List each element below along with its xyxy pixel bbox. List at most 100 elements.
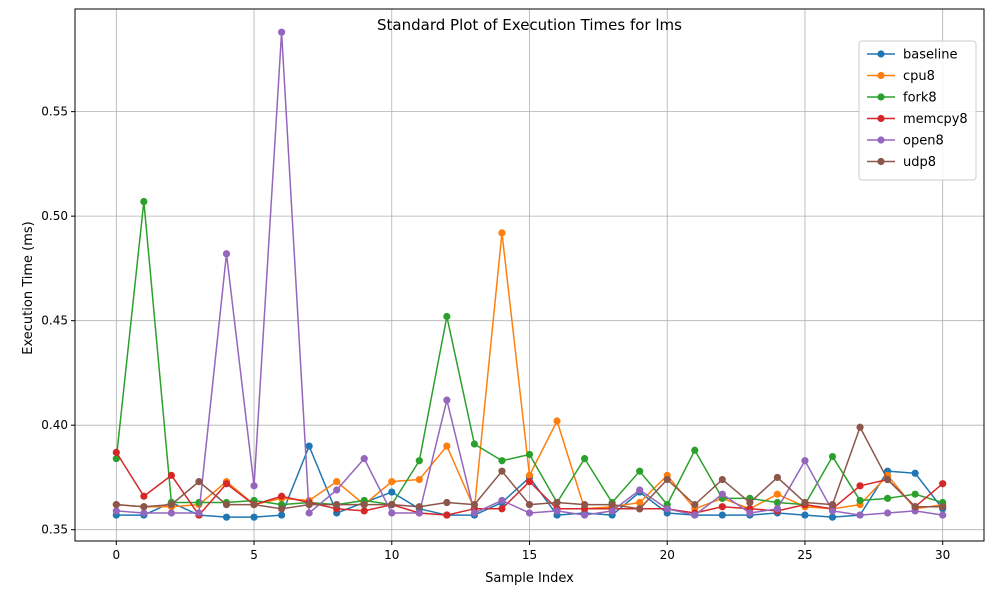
data-point-baseline <box>911 469 919 477</box>
x-tick-label: 5 <box>250 548 258 562</box>
data-point-memcpy8 <box>498 505 506 513</box>
series-udp8 <box>112 423 947 513</box>
legend-marker <box>877 50 885 58</box>
data-point-memcpy8 <box>939 480 947 488</box>
data-point-baseline <box>277 511 286 519</box>
data-point-fork8 <box>443 312 451 321</box>
data-point-memcpy8 <box>718 503 726 511</box>
data-point-baseline <box>718 511 726 519</box>
legend-item-fork8: fork8 <box>867 91 937 106</box>
data-point-open8 <box>608 507 616 515</box>
data-point-memcpy8 <box>112 448 120 456</box>
y-axis-title: Execution Time (ms) <box>21 221 36 354</box>
data-point-memcpy8 <box>140 492 148 500</box>
data-point-udp8 <box>553 498 561 507</box>
data-point-open8 <box>553 507 561 515</box>
data-point-fork8 <box>498 457 506 465</box>
data-point-udp8 <box>636 505 644 513</box>
legend-item-baseline: baseline <box>867 48 957 63</box>
data-point-fork8 <box>415 457 423 465</box>
data-point-cpu8 <box>388 478 396 486</box>
data-point-memcpy8 <box>443 511 451 519</box>
data-point-memcpy8 <box>856 482 864 490</box>
data-point-memcpy8 <box>525 478 534 486</box>
data-point-fork8 <box>691 446 699 454</box>
data-point-cpu8 <box>415 475 423 484</box>
data-point-open8 <box>746 509 754 517</box>
data-point-udp8 <box>801 498 809 507</box>
data-point-open8 <box>305 509 313 517</box>
data-point-open8 <box>195 509 203 517</box>
legend-label: open8 <box>903 134 944 149</box>
data-point-open8 <box>828 507 837 515</box>
legend-marker <box>877 157 885 166</box>
legend-item-cpu8: cpu8 <box>867 69 935 84</box>
data-point-cpu8 <box>443 442 451 450</box>
data-point-open8 <box>470 509 479 517</box>
y-tick-label: 0.40 <box>41 418 68 432</box>
data-point-fork8 <box>883 494 892 502</box>
data-point-cpu8 <box>636 498 644 507</box>
legend-marker <box>877 71 885 80</box>
data-point-udp8 <box>388 501 396 509</box>
data-point-open8 <box>773 505 782 513</box>
data-point-open8 <box>691 511 699 519</box>
data-point-udp8 <box>470 501 479 509</box>
data-point-open8 <box>525 509 534 517</box>
x-tick-label: 30 <box>935 548 950 562</box>
legend-label: udp8 <box>903 155 936 170</box>
data-point-baseline <box>250 513 258 521</box>
legend-marker <box>877 114 885 123</box>
data-point-udp8 <box>443 498 451 507</box>
legend-item-memcpy8: memcpy8 <box>867 112 968 127</box>
data-point-udp8 <box>773 473 782 482</box>
data-point-fork8 <box>856 496 864 505</box>
legend-item-udp8: udp8 <box>867 155 936 170</box>
legend-item-open8: open8 <box>867 134 944 149</box>
data-point-open8 <box>801 457 809 465</box>
data-point-udp8 <box>856 423 864 431</box>
data-point-memcpy8 <box>277 492 286 500</box>
data-point-open8 <box>443 396 451 404</box>
data-point-fork8 <box>828 452 837 461</box>
x-axis-title: Sample Index <box>485 571 574 586</box>
data-point-baseline <box>801 511 809 519</box>
series-layer <box>112 28 947 521</box>
data-point-fork8 <box>112 455 120 463</box>
data-point-memcpy8 <box>167 471 176 479</box>
data-point-udp8 <box>883 475 892 484</box>
x-tick-label: 0 <box>112 548 120 562</box>
data-point-udp8 <box>718 475 726 484</box>
legend-label: memcpy8 <box>903 112 968 127</box>
data-point-udp8 <box>277 505 286 513</box>
data-point-open8 <box>333 486 341 494</box>
data-point-udp8 <box>939 503 947 511</box>
data-point-udp8 <box>608 501 616 509</box>
data-point-cpu8 <box>553 417 561 425</box>
data-point-baseline <box>305 442 313 450</box>
series-open8 <box>112 28 947 519</box>
data-point-open8 <box>415 509 423 517</box>
data-point-open8 <box>250 482 258 490</box>
data-point-open8 <box>498 496 506 505</box>
data-point-udp8 <box>415 503 423 511</box>
data-point-open8 <box>112 507 120 515</box>
legend-label: fork8 <box>903 91 937 106</box>
y-tick-label: 0.50 <box>41 209 68 223</box>
data-point-baseline <box>828 513 837 521</box>
data-point-cpu8 <box>498 229 506 237</box>
data-point-baseline <box>222 513 231 521</box>
data-point-cpu8 <box>525 471 534 479</box>
data-point-open8 <box>883 509 892 517</box>
data-point-udp8 <box>828 501 837 509</box>
x-tick-label: 25 <box>797 548 812 562</box>
data-point-open8 <box>388 509 396 517</box>
data-point-udp8 <box>333 501 341 509</box>
data-point-fork8 <box>580 455 589 463</box>
data-point-open8 <box>167 509 176 517</box>
legend-label: baseline <box>903 48 957 63</box>
data-point-open8 <box>856 511 864 519</box>
data-point-udp8 <box>580 501 589 509</box>
grid-lines <box>75 9 984 541</box>
data-point-open8 <box>222 250 231 258</box>
